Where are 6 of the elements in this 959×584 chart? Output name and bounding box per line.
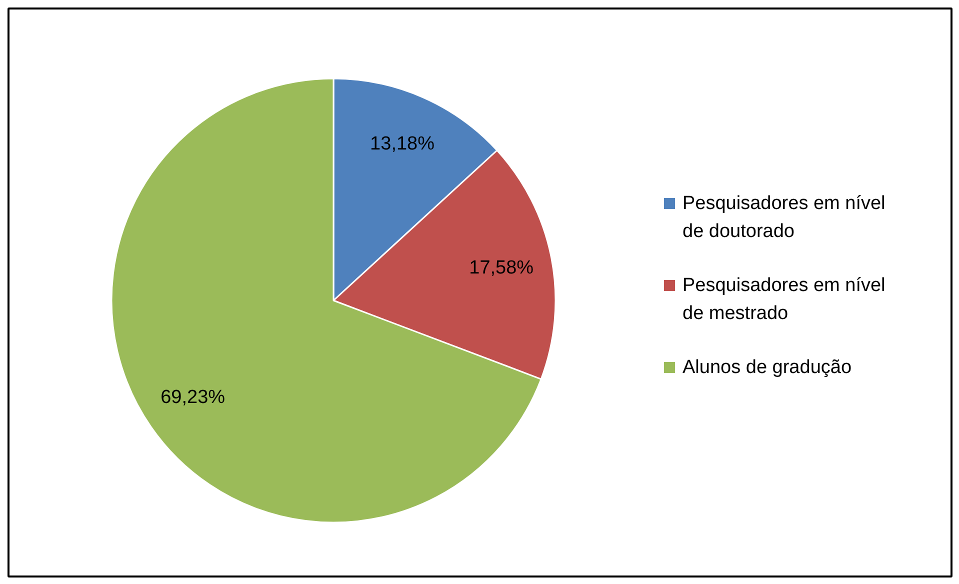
data-label: 69,23% [160,387,226,408]
data-label: 17,58% [469,258,534,279]
legend-label: Pesquisadores em nível de doutorado [682,193,886,242]
data-label: 13,18% [370,134,435,155]
legend-label: Alunos de gradução [682,357,852,378]
legend-label: Pesquisadores em nível de mestrado [682,275,886,324]
